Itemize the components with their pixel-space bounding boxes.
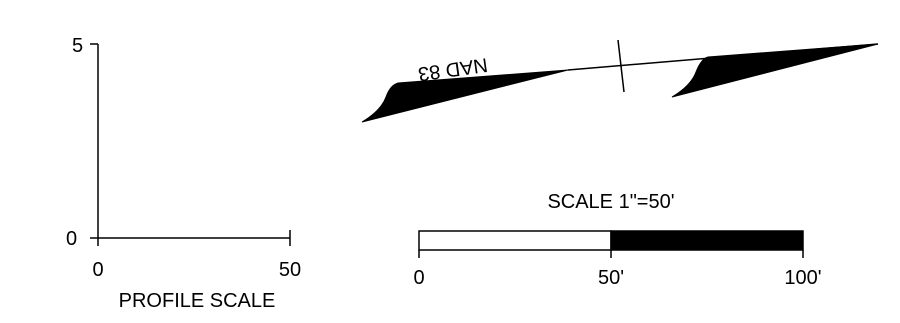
north-arrow-right-barb [671,43,879,98]
bar-scale-label-0: 0 [413,267,424,289]
profile-x-label-0: 0 [92,259,103,281]
bar-scale-label-50: 50' [598,267,624,289]
north-arrow-crossbar [617,39,625,93]
profile-scale-label: PROFILE SCALE [119,290,276,312]
bar-scale-label-100: 100' [784,267,821,289]
profile-x-label-50: 50 [279,259,301,281]
bar-scale-white-segment [418,230,612,251]
profile-scale: 5 0 0 50 PROFILE SCALE [66,35,301,312]
profile-y-label-5: 5 [72,35,83,57]
north-arrow-left-barb [361,69,569,123]
bar-scale-black-segment [610,230,804,251]
bar-scale: SCALE 1"=50' 0 50' 100' [413,191,821,289]
north-arrow: NAD 83 [361,39,879,123]
profile-y-label-0: 0 [66,228,77,250]
bar-scale-title: SCALE 1"=50' [547,191,674,213]
